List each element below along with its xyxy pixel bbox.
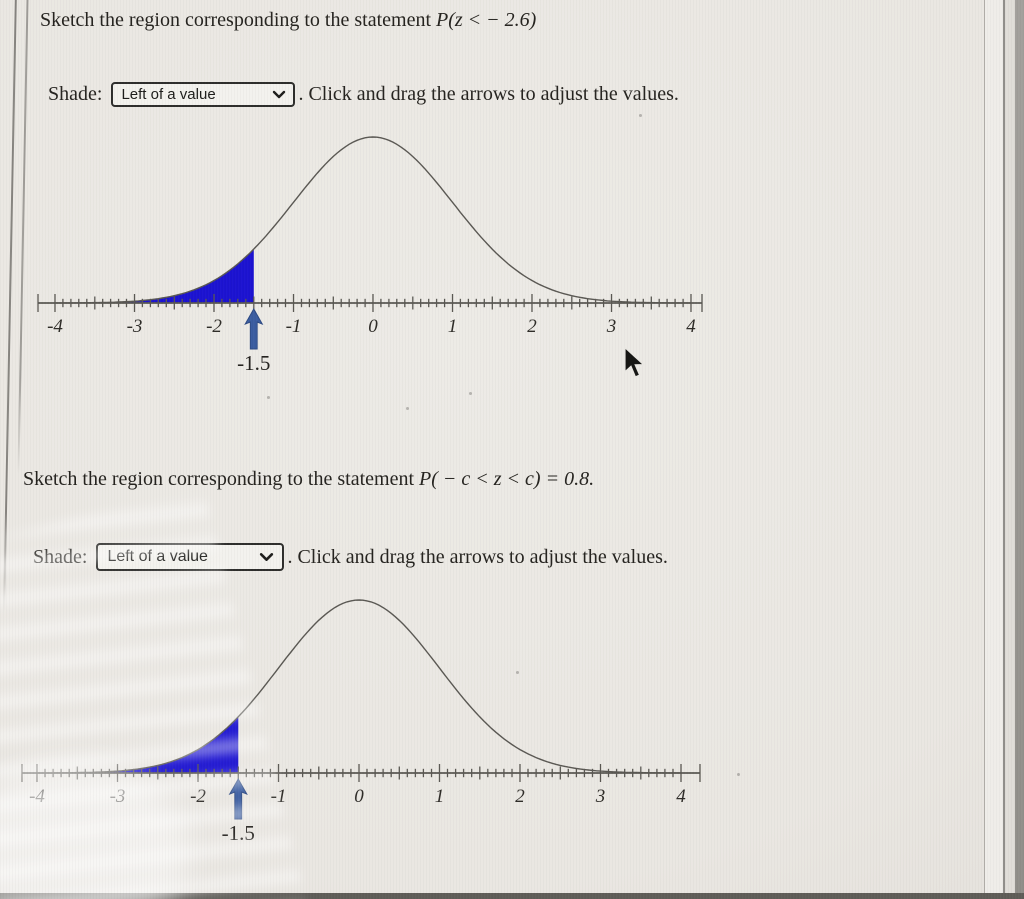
dropdown-selected-value: Left of a value (121, 86, 216, 103)
instruction-text: . Click and drag the arrows to adjust th… (298, 83, 679, 105)
value-label: -1.5 (222, 821, 255, 845)
value-label: -1.5 (237, 351, 270, 375)
question-1-prompt: Sketch the region corresponding to the s… (40, 9, 536, 32)
tick-label: -3 (110, 786, 126, 807)
statement-math: P( − c < z < c) = 0.8. (419, 468, 595, 490)
value-arrow[interactable] (228, 777, 248, 820)
tick-label: 2 (515, 786, 525, 807)
photo-speck (516, 671, 519, 674)
shade-row-1: Shade: Left of a value . Click and drag … (48, 82, 679, 107)
shaded-area (37, 716, 239, 773)
dropdown-selected-value: Left of a value (107, 548, 208, 565)
tick-label: -4 (29, 786, 45, 807)
tick-label: -1 (286, 316, 302, 337)
instruction-text: . Click and drag the arrows to adjust th… (287, 545, 668, 568)
photo-speck (639, 114, 642, 117)
chevron-down-icon (272, 90, 286, 99)
normal-curve (37, 599, 681, 774)
tick-label: 1 (448, 316, 458, 337)
shade-label: Shade: (33, 545, 88, 568)
shade-row-2: Shade: Left of a value . Click and drag … (33, 543, 668, 571)
tick-label: -2 (190, 786, 206, 807)
scrollbar-track[interactable] (1005, 0, 1015, 899)
prompt-text: Sketch the region corresponding to the s… (40, 9, 432, 31)
window-edge-line (17, 0, 29, 474)
screen-bezel-edge (0, 893, 1024, 899)
window-edge-line (3, 0, 17, 612)
window-edge-line (1003, 0, 1005, 899)
normal-curve-chart-1[interactable]: -4 -3 -2 -1 0 1 2 3 4 -1.5 (30, 122, 720, 389)
photo-speck (469, 392, 472, 395)
shade-dropdown[interactable]: Left of a value (96, 543, 285, 571)
statement-math: P(z < − 2.6) (436, 9, 537, 31)
tick-label: -2 (206, 316, 222, 337)
normal-curve (55, 136, 691, 304)
tick-label: 0 (354, 786, 364, 807)
photo-speck (737, 773, 740, 776)
tick-label: -4 (47, 316, 63, 337)
window-edge-line (984, 0, 985, 899)
photo-speck (406, 407, 409, 410)
tick-label: 4 (676, 786, 686, 807)
chevron-down-icon (259, 552, 274, 562)
value-arrow[interactable] (244, 307, 264, 350)
tick-label: -1 (271, 786, 287, 807)
tick-label: 3 (595, 786, 606, 807)
shaded-area (55, 249, 254, 303)
tick-label: 1 (435, 786, 445, 807)
prompt-text: Sketch the region corresponding to the s… (23, 468, 415, 490)
scrollbar-track[interactable] (985, 0, 1003, 899)
mouse-cursor-icon (623, 345, 649, 385)
tick-label: 4 (686, 316, 696, 337)
tick-label: -3 (127, 316, 143, 337)
tick-label: 2 (527, 316, 537, 337)
tick-label: 3 (606, 316, 617, 337)
question-2-prompt: Sketch the region corresponding to the s… (23, 468, 594, 491)
screen-bezel-edge (1015, 0, 1024, 899)
shade-label: Shade: (48, 83, 103, 105)
tick-label: 0 (368, 316, 378, 337)
normal-curve-chart-2[interactable]: -4 -3 -2 -1 0 1 2 3 4 -1.5 (15, 588, 710, 863)
shade-dropdown[interactable]: Left of a value (111, 82, 296, 107)
photo-speck (267, 396, 270, 399)
